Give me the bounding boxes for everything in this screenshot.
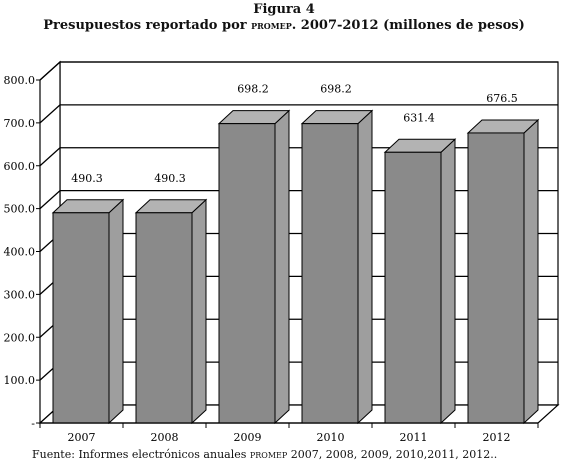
source-smallcaps: promep [249,448,288,461]
y-tick-label: 500.0 [4,203,36,216]
gridline [39,104,558,124]
title-rest: . 2007-2012 (millones de pesos) [291,18,525,33]
bar [134,198,208,425]
bars: 490.3 490.3 698.2 698.2 631.4 676.5 [51,83,540,425]
y-tick-label: 300.0 [4,288,36,301]
x-tick-label: 2007 [68,431,96,444]
x-tick-label: 2010 [317,431,345,444]
y-tick-label: 800.0 [4,74,36,87]
y-tick-label: 700.0 [4,117,36,130]
gridline [39,61,558,81]
x-tick-label: 2011 [400,431,428,444]
bar-side [357,109,373,425]
bar-side [274,109,290,425]
bar-side [523,118,539,425]
bar [51,198,125,425]
bar [217,109,291,425]
bar-front [218,123,276,424]
data-label: 490.3 [154,172,186,185]
bar-front [467,132,525,424]
y-tick-label: 600.0 [4,160,36,173]
x-tick-label: 2009 [234,431,262,444]
bar [466,118,540,425]
bar-side [191,198,207,425]
data-label: 698.2 [320,83,352,96]
y-tick-label: 100.0 [4,374,36,387]
figure-label: Figura 4 [253,2,315,17]
source-main: Fuente: Informes electrónicos anuales [32,448,250,461]
data-label: 490.3 [71,172,103,185]
bar-side [108,198,124,425]
x-tick-label: 2012 [483,431,511,444]
chart-title: Presupuestos reportado por promep. 2007-… [0,18,568,33]
data-label: 676.5 [486,92,518,105]
y-tick-label: 200.0 [4,331,36,344]
source-note: Fuente: Informes electrónicos anuales pr… [32,448,497,461]
bar-front [135,212,193,424]
bar [300,109,374,425]
title-main: Presupuestos reportado por [43,18,252,33]
y-tick-label: 400.0 [4,246,36,259]
bar-front [52,212,110,424]
source-rest: 2007, 2008, 2009, 2010,2011, 2012.. [287,448,498,461]
title-smallcaps: promep [251,19,292,32]
data-label: 631.4 [403,111,435,124]
bar-front [384,151,442,424]
y-tick-label: - [31,417,35,430]
x-tick-label: 2008 [151,431,179,444]
bar-side [440,138,456,425]
bar [383,138,457,425]
y-axis: - 100.0 200.0 300.0 400.0 500.0 600.0 700.0 800.… [4,74,40,430]
data-label: 698.2 [237,83,269,96]
bar-front [301,123,359,424]
x-axis: 2007 2008 2009 2010 2011 2012 [39,422,539,444]
